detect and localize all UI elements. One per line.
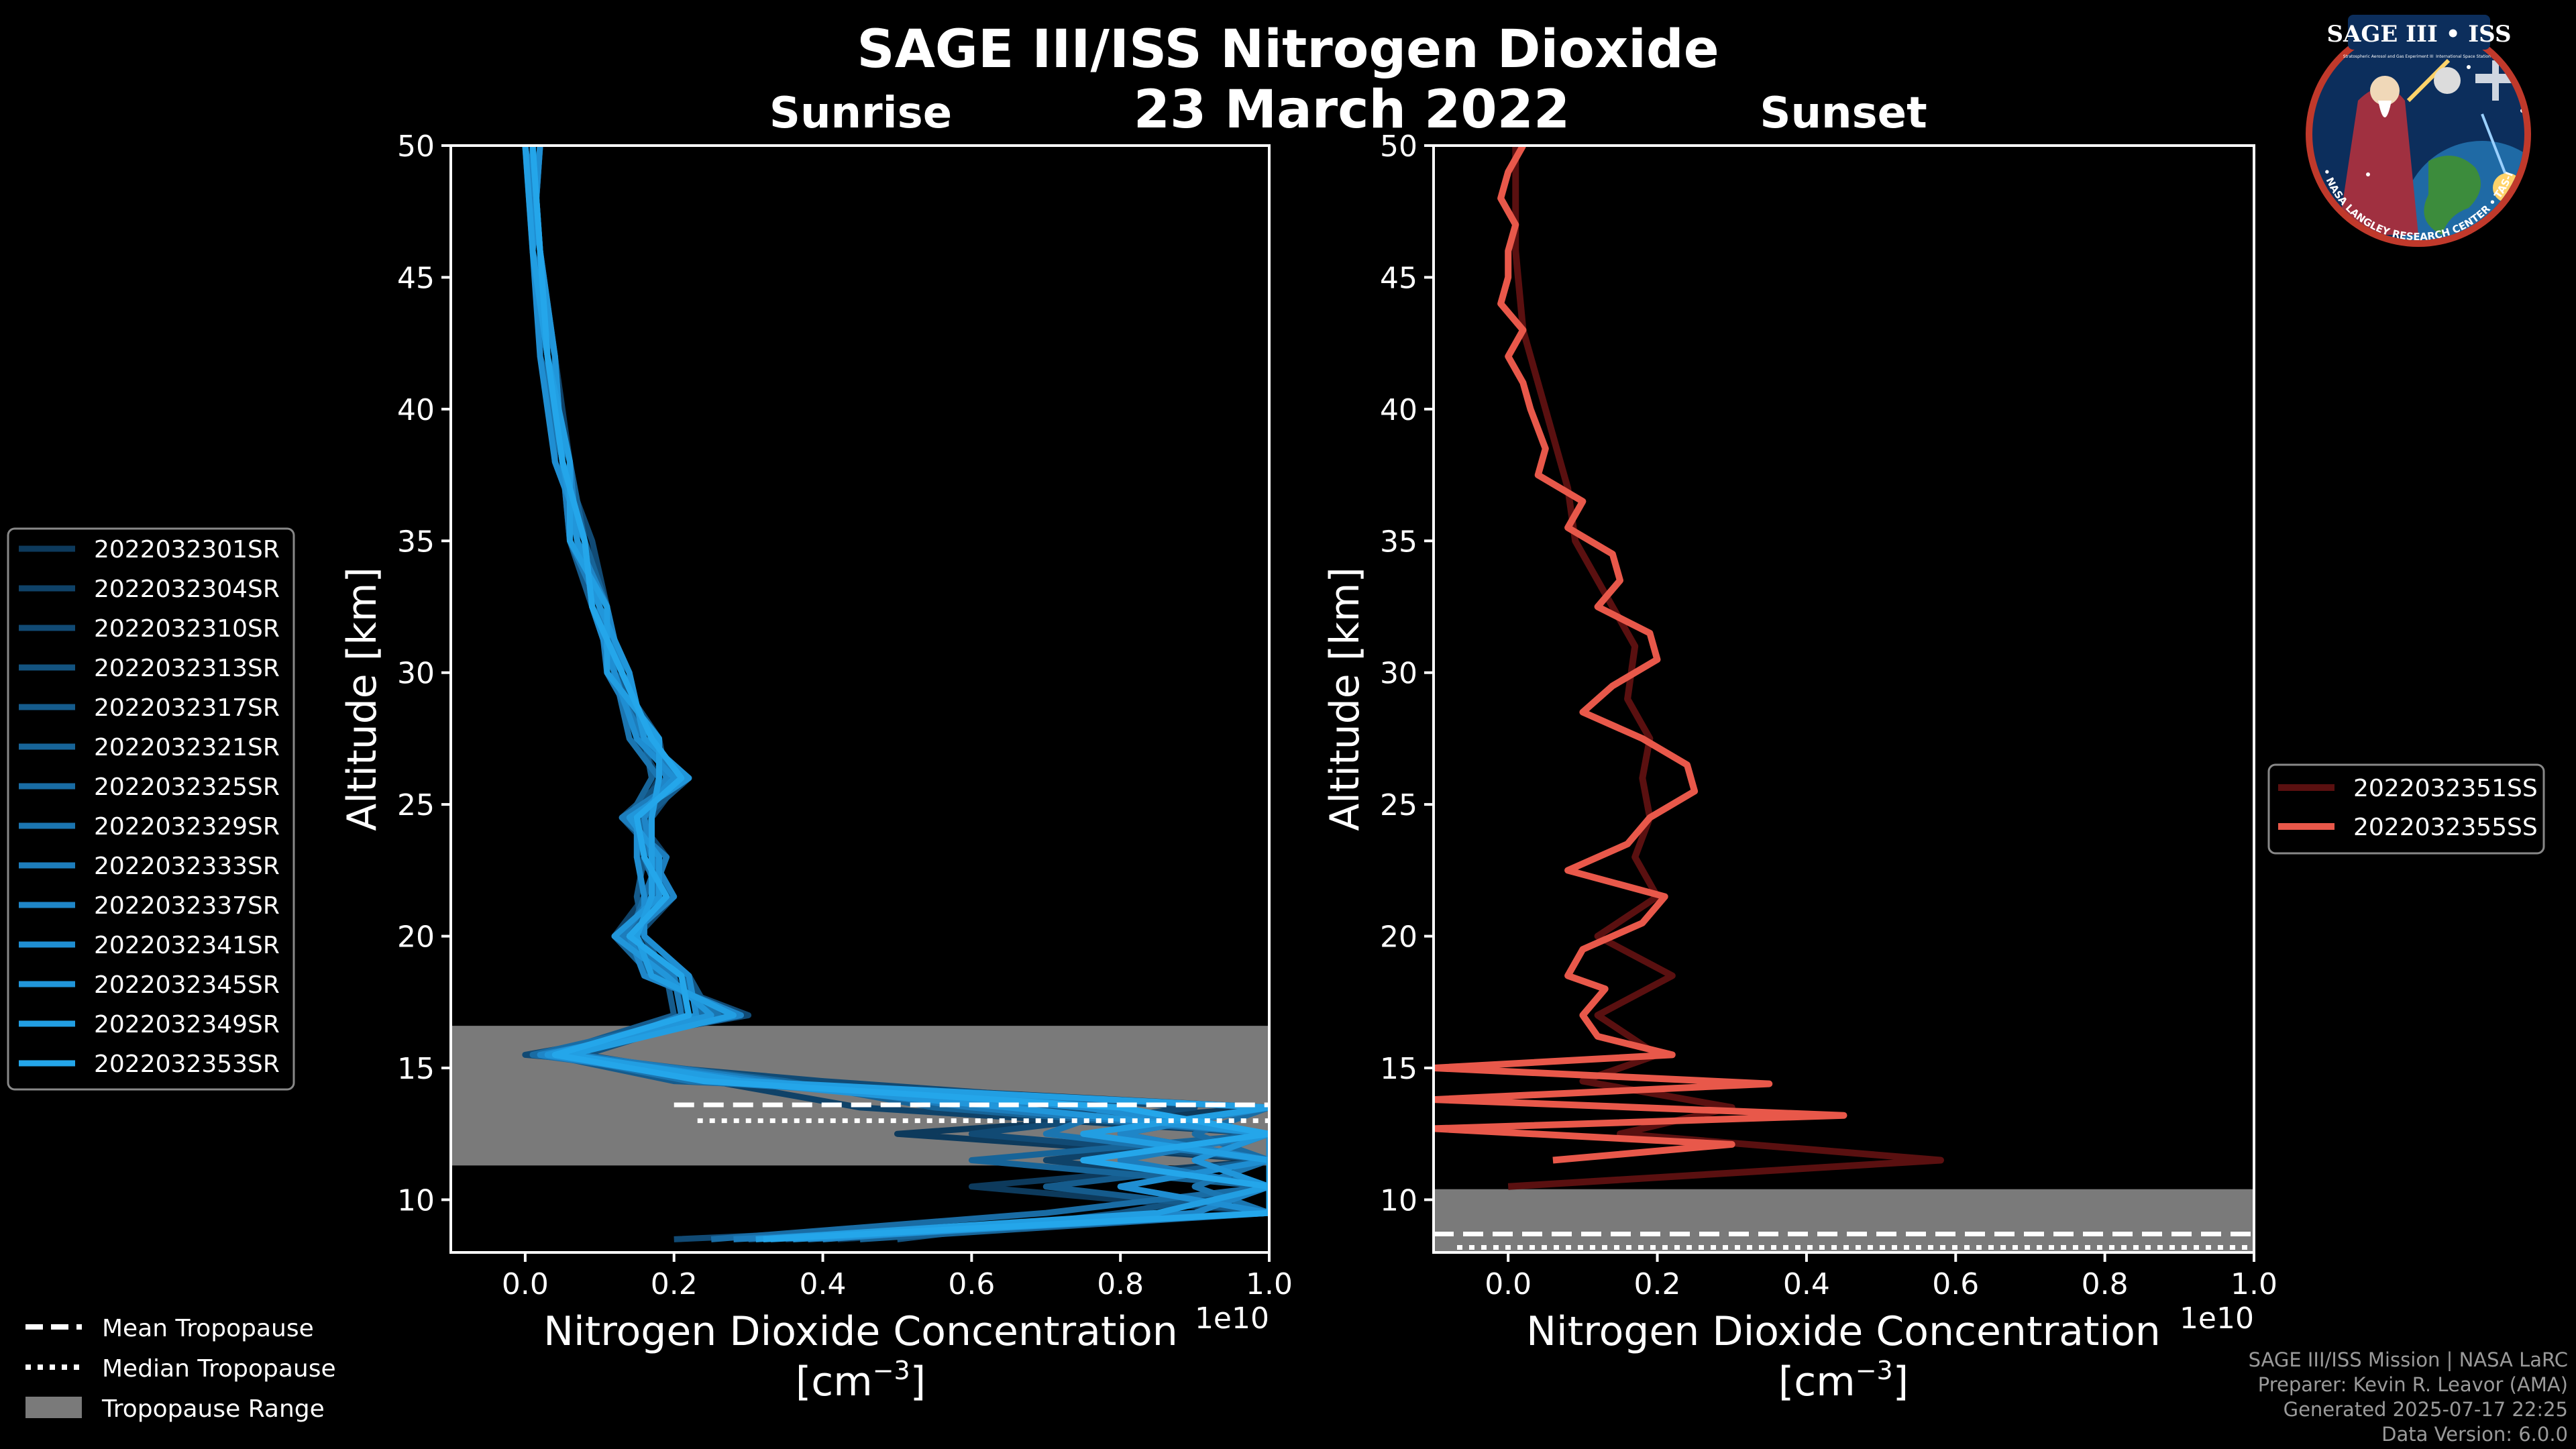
credits: SAGE III/ISS Mission | NASA LaRC Prepare… [2249,1348,2568,1446]
sunrise-x-tick-label: 0.0 [502,1267,549,1301]
sunset-legend-box [2267,763,2545,855]
sunset-plot-frame [1432,144,2255,1254]
sunset-y-tick-label: 20 [1380,920,1417,955]
sunrise-y-ticks: 10 15 20 25 30 35 40 45 50 [397,129,451,1218]
sunrise-series-2022032349SR [522,146,1269,1242]
sunrise-x-tick-label: 0.4 [800,1267,847,1301]
credit-preparer: Preparer: Kevin R. Leavor (AMA) [2258,1373,2568,1396]
sunrise-legend-label: 2022032301SR [94,536,280,564]
sunset-y-tick-label: 30 [1380,657,1417,691]
sunset-y-axis-label: Altitude [km] [1322,567,1368,831]
sunrise-x-tick-label: 0.2 [651,1267,698,1301]
tropopause-legend: Mean Tropopause Median Tropopause Tropop… [25,1315,336,1423]
sunrise-legend-box [7,527,295,1091]
sunrise-y-axis-label: Altitude [km] [339,567,386,831]
logo-subtitle-right: International Space Station [2436,54,2491,59]
sunrise-y-tick-label: 10 [397,1183,435,1218]
sunset-y-tick-label: 15 [1380,1052,1417,1086]
sunrise-legend-label: 2022032317SR [94,694,280,722]
tropopause-range-swatch [25,1397,82,1418]
sunrise-legend-label: 2022032349SR [94,1011,280,1038]
sunset-series-2022032355SS [1434,146,1847,1164]
sunset-legend: 2022032351SS 2022032355SS [2267,763,2545,855]
sunrise-legend-label: 2022032329SR [94,813,280,841]
sunrise-legend-label: 2022032313SR [94,655,280,682]
sunrise-legend-label: 2022032325SR [94,773,280,801]
sunset-y-tick-label: 45 [1380,261,1417,295]
credit-mission: SAGE III/ISS Mission | NASA LaRC [2249,1348,2568,1371]
sunset-y-tick-label: 25 [1380,788,1417,822]
sunrise-x-ticks: 0.0 0.2 0.4 0.6 0.8 1.0 [502,1252,1293,1301]
logo-subtitle-left: Stratospheric Aerosol and Gas Experiment… [2343,54,2434,59]
sunrise-x-axis-unit: [cm−3] [796,1356,926,1405]
sunrise-legend-label: 2022032310SR [94,615,280,643]
sunrise-y-tick-label: 40 [397,393,435,427]
logo-title: SAGE III • ISS [2326,21,2511,48]
main-title: SAGE III/ISS Nitrogen Dioxide [857,19,1719,80]
sunset-panel-title: Sunset [1760,89,1927,138]
sunrise-panel-title: Sunrise [769,89,952,138]
median-tropopause-label: Median Tropopause [102,1355,336,1383]
sunrise-y-tick-label: 35 [397,525,435,559]
sunrise-y-tick-label: 25 [397,788,435,822]
credit-data-version: Data Version: 6.0.0 [2381,1423,2568,1446]
sunset-x-tick-label: 0.8 [2082,1267,2129,1301]
sunset-series-group [1434,146,1944,1190]
sunset-legend-label: 2022032355SS [2353,814,2538,841]
sunset-legend-label: 2022032351SS [2353,775,2538,802]
sunrise-x-multiplier: 1e10 [1195,1301,1269,1336]
sunset-x-tick-label: 0.0 [1485,1267,1532,1301]
sunset-y-ticks: 10 15 20 25 30 35 40 45 50 [1380,129,1434,1218]
sunset-y-tick-label: 35 [1380,525,1417,559]
sunset-x-multiplier: 1e10 [2180,1301,2254,1336]
sunset-x-tick-label: 0.4 [1783,1267,1830,1301]
sunrise-x-tick-label: 1.0 [1246,1267,1293,1301]
sunset-series-2022032351SS [1507,146,1944,1190]
date-title: 23 March 2022 [1134,80,1570,140]
sunrise-legend-label: 2022032333SR [94,853,280,880]
sunrise-y-tick-label: 30 [397,657,435,691]
sunrise-y-tick-label: 45 [397,261,435,295]
credit-generated: Generated 2025-07-17 22:25 [2284,1398,2568,1421]
sunrise-legend-label: 2022032345SR [94,971,280,999]
sunrise-series-2022032353SR [529,146,1269,1242]
sunrise-legend-label: 2022032353SR [94,1051,280,1078]
sunset-y-tick-label: 40 [1380,393,1417,427]
sunrise-x-axis-label: Nitrogen Dioxide Concentration [543,1308,1178,1355]
sunset-tropopause-range [1434,1189,2254,1252]
tropopause-range-label: Tropopause Range [101,1395,325,1423]
sunset-y-tick-label: 50 [1380,129,1417,164]
sunset-panel: 10 15 20 25 30 35 40 45 50 0.0 0.2 0.4 0.6 0.8 1.0 Al… [1322,129,2277,1405]
sunrise-y-tick-label: 15 [397,1052,435,1086]
sunset-x-tick-label: 0.2 [1634,1267,1681,1301]
sunset-x-ticks: 0.0 0.2 0.4 0.6 0.8 1.0 [1485,1252,2277,1301]
sunrise-y-tick-label: 20 [397,920,435,955]
sunrise-legend-label: 2022032337SR [94,892,280,920]
sunset-x-tick-label: 1.0 [2231,1267,2277,1301]
sunset-x-axis-unit: [cm−3] [1778,1356,1909,1405]
mean-tropopause-label: Mean Tropopause [102,1315,314,1342]
sunrise-legend-label: 2022032304SR [94,576,280,603]
sunrise-panel: 10 15 20 25 30 35 40 45 50 0.0 0.2 0.4 0.6 0.8 1.0 Al… [339,129,1293,1405]
sunrise-series-group [522,146,1269,1242]
sunrise-legend: 2022032301SR 2022032304SR 2022032310SR 2022… [7,527,295,1091]
sunset-y-tick-label: 10 [1380,1183,1417,1218]
sunrise-legend-label: 2022032341SR [94,932,280,959]
sunrise-x-tick-label: 0.8 [1097,1267,1144,1301]
sunrise-plot-frame [449,144,1271,1254]
sunrise-x-tick-label: 0.6 [948,1267,995,1301]
sunrise-legend-label: 2022032321SR [94,734,280,761]
sunset-x-tick-label: 0.6 [1932,1267,1979,1301]
sunset-x-axis-label: Nitrogen Dioxide Concentration [1526,1308,2161,1355]
sunrise-y-tick-label: 50 [397,129,435,164]
